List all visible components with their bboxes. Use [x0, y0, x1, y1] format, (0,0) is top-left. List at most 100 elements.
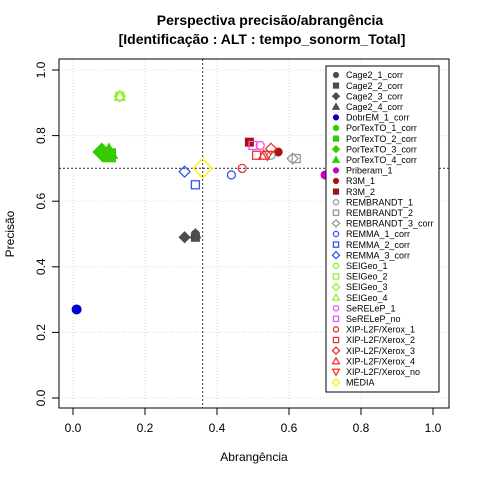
- data-point: [99, 142, 119, 159]
- x-axis: 0.0 0.2 0.4 0.6 0.8 1.0: [65, 408, 442, 435]
- x-tick-label: 0.2: [137, 421, 154, 435]
- legend-marker: [331, 250, 341, 260]
- chart-title: Perspectiva precisão/abrangência: [157, 12, 384, 28]
- legend-marker: [332, 273, 340, 280]
- data-point: [291, 153, 301, 164]
- legend-label: PorTexTO_2_corr: [346, 134, 417, 144]
- legend-label: Cage2_1_corr: [346, 70, 403, 80]
- legend-label: SEIGeo_1: [346, 261, 388, 271]
- chart-subtitle: [Identificação : ALT : tempo_sonorm_Tota…: [119, 31, 406, 47]
- data-point: [286, 152, 299, 165]
- legend-label: SeRELeP_1: [346, 303, 396, 313]
- legend-label: Cage2_3_corr: [346, 91, 403, 101]
- y-axis: 0.0 0.2 0.4 0.6 0.8 1.0: [34, 61, 59, 406]
- legend-marker: [332, 188, 340, 195]
- data-point: [71, 304, 82, 315]
- data-point: [113, 89, 127, 103]
- data-point: [189, 227, 202, 239]
- legend-label: SeRELeP_no: [346, 314, 401, 324]
- data-point: [248, 140, 258, 151]
- legend: Cage2_1_corrCage2_2_corrCage2_3_corrCage…: [325, 65, 440, 393]
- legend-label: SEIGeo_4: [346, 293, 388, 303]
- legend-label: SEIGeo_2: [346, 272, 388, 282]
- data-point: [261, 150, 274, 162]
- data-point: [113, 89, 127, 101]
- plot-area: [58, 58, 450, 409]
- legend-label: Priberam_1: [346, 166, 393, 176]
- legend-marker: [332, 304, 340, 312]
- legend-marker: [332, 82, 340, 89]
- legend-label: REMMA_2_corr: [346, 240, 410, 250]
- legend-marker: [332, 241, 340, 248]
- x-tick-label: 0.8: [353, 421, 370, 435]
- legend-label: SEIGeo_3: [346, 282, 388, 292]
- legend-marker: [331, 91, 341, 101]
- y-tick-label: 0.6: [34, 193, 48, 210]
- x-axis-label: Abrangência: [220, 450, 288, 464]
- legend-marker: [332, 315, 340, 323]
- legend-marker: [331, 346, 341, 356]
- y-tick-label: 0.0: [34, 389, 48, 406]
- legend-label: XIP-L2F/Xerox_3: [346, 346, 415, 356]
- legend-marker: [332, 336, 340, 344]
- x-tick-label: 1.0: [425, 421, 442, 435]
- legend-marker: [332, 167, 340, 174]
- legend-label: REMBRANDT_3_corr: [346, 219, 434, 229]
- data-points: [71, 89, 330, 315]
- data-point: [237, 163, 247, 174]
- legend-marker: [332, 326, 340, 333]
- legend-marker: [332, 198, 340, 206]
- legend-marker: [332, 135, 340, 142]
- legend-label: XIP-L2F/Xerox_4: [346, 356, 415, 366]
- x-tick-label: 0.0: [65, 421, 82, 435]
- data-point: [178, 231, 191, 244]
- legend-label: DobrEM_1_corr: [346, 113, 410, 123]
- legend-label: XIP-L2F/Xerox_2: [346, 335, 415, 345]
- legend-marker: [332, 230, 340, 238]
- legend-marker: [332, 209, 340, 217]
- legend-box: [325, 65, 440, 393]
- legend-marker: [331, 377, 341, 387]
- legend-marker: [332, 124, 340, 132]
- data-point: [226, 170, 237, 180]
- legend-marker: [331, 282, 341, 292]
- legend-marker: [332, 71, 340, 79]
- y-axis-label: Precisão: [3, 210, 17, 257]
- legend-marker: [332, 114, 340, 121]
- x-tick-label: 0.6: [281, 421, 298, 435]
- legend-marker: [331, 155, 341, 163]
- data-point: [192, 158, 213, 179]
- legend-label: REMMA_1_corr: [346, 229, 410, 239]
- legend-label: REMMA_3_corr: [346, 250, 410, 260]
- legend-marker: [331, 218, 341, 228]
- legend-label: PorTexTO_1_corr: [346, 123, 417, 133]
- legend-label: R3M_1: [346, 176, 375, 186]
- legend-marker: [331, 144, 341, 154]
- y-tick-label: 0.2: [34, 324, 48, 341]
- legend-label: XIP-L2F/Xerox_1: [346, 325, 415, 335]
- legend-label: Cage2_4_corr: [346, 102, 403, 112]
- legend-label: MÉDIA: [346, 378, 375, 388]
- data-point: [257, 148, 271, 160]
- legend-marker: [331, 368, 341, 377]
- legend-marker: [332, 262, 340, 270]
- legend-label: R3M_2: [346, 187, 375, 197]
- legend-label: REMBRANDT_1: [346, 197, 413, 207]
- y-tick-label: 0.4: [34, 258, 48, 275]
- data-point: [178, 165, 191, 178]
- y-tick-label: 0.8: [34, 127, 48, 144]
- data-point: [190, 180, 201, 190]
- legend-label: REMBRANDT_2: [346, 208, 413, 218]
- legend-marker: [331, 356, 341, 365]
- legend-label: XIP-L2F/Xerox_no: [346, 367, 420, 377]
- x-tick-label: 0.4: [209, 421, 226, 435]
- legend-marker: [332, 177, 340, 185]
- y-tick-label: 1.0: [34, 61, 48, 78]
- legend-label: PorTexTO_4_corr: [346, 155, 417, 165]
- data-point: [255, 140, 265, 151]
- legend-marker: [331, 102, 341, 110]
- legend-label: PorTexTO_3_corr: [346, 144, 417, 154]
- legend-marker: [331, 292, 341, 301]
- legend-label: Cage2_2_corr: [346, 81, 403, 91]
